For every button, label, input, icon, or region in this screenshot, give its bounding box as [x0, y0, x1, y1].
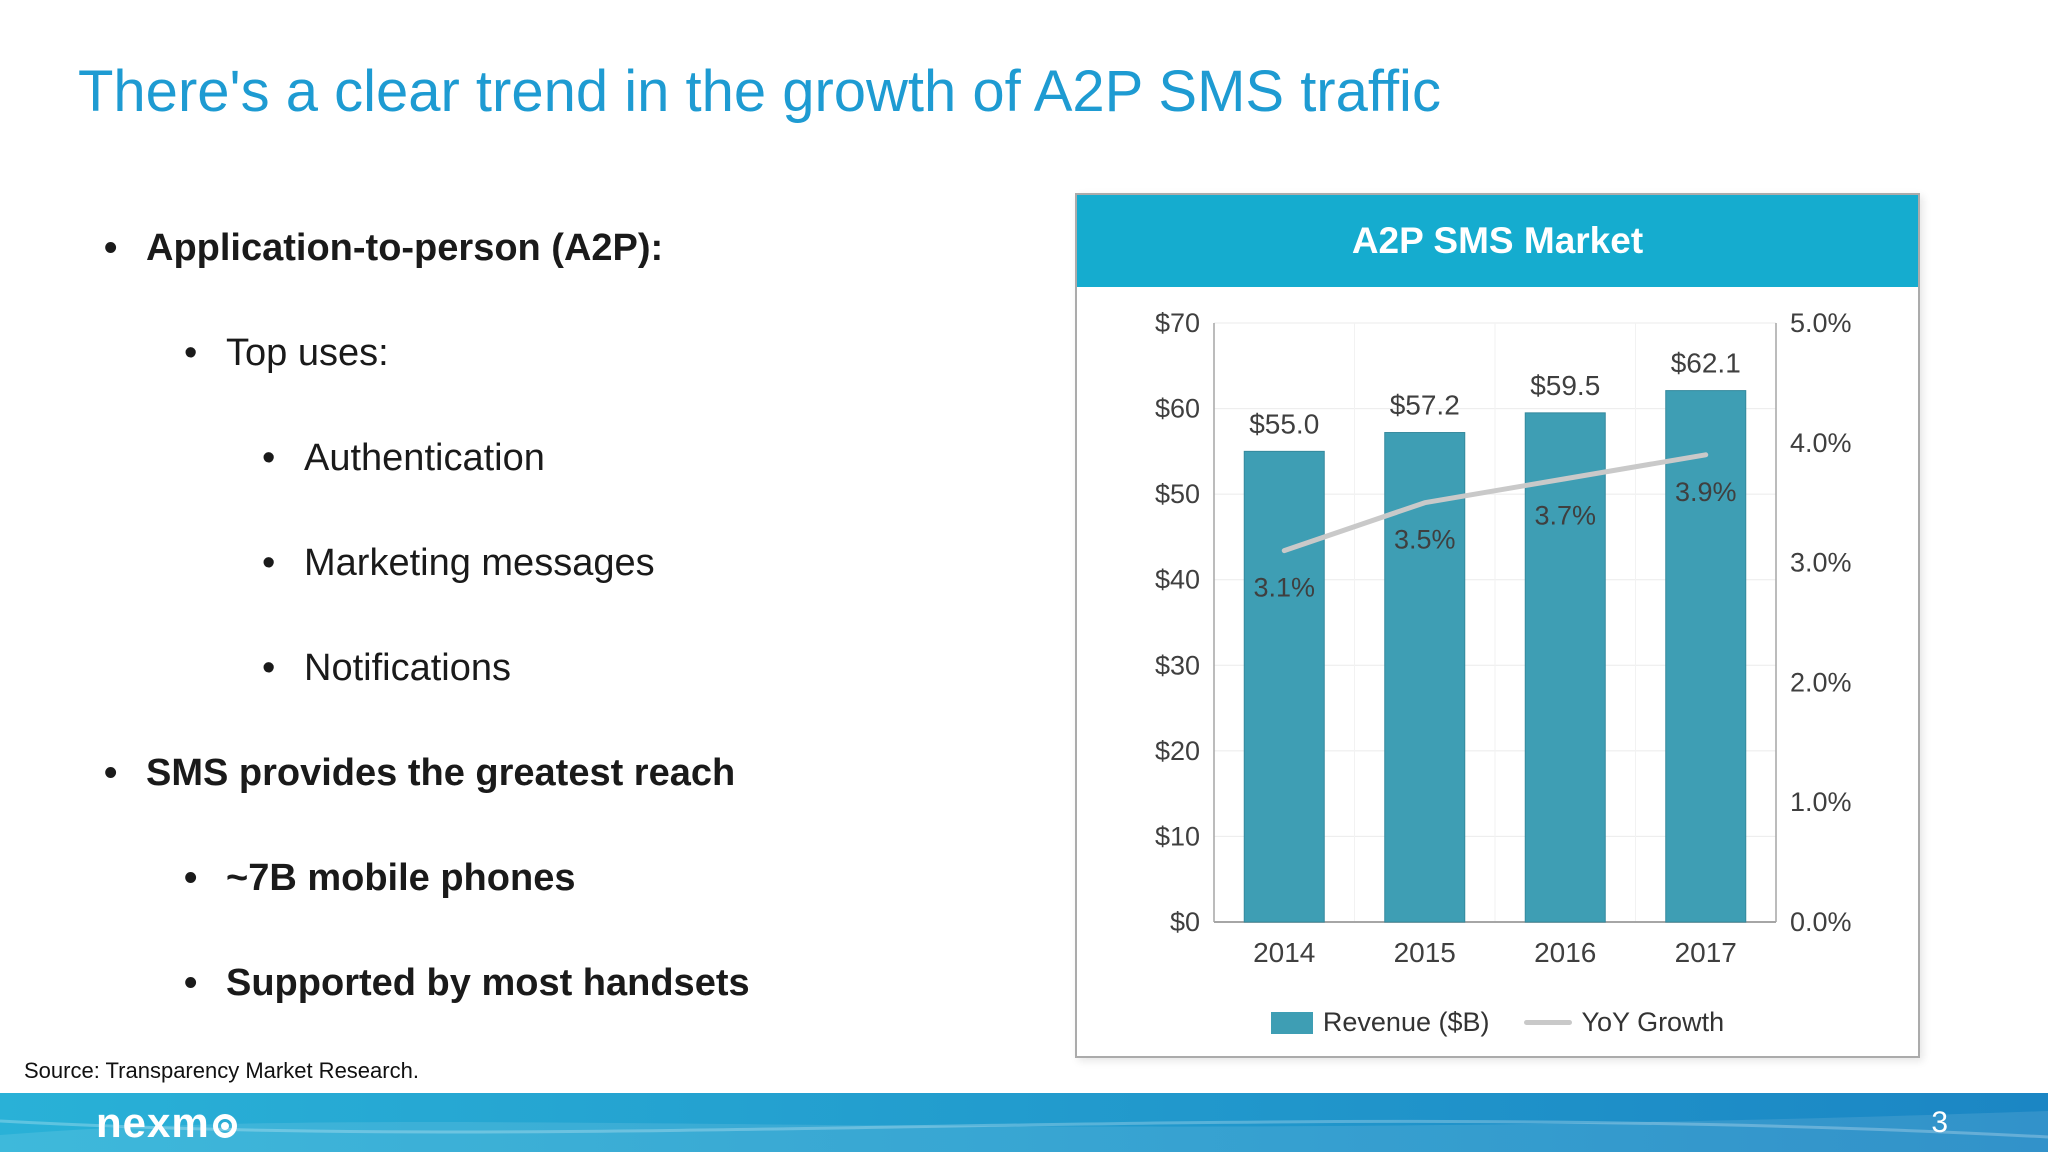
svg-text:$62.1: $62.1	[1671, 348, 1741, 379]
yoy-line-swatch-icon	[1523, 1020, 1572, 1025]
svg-text:3.5%: 3.5%	[1394, 525, 1456, 555]
footer-bar: nexm 3	[0, 1093, 2048, 1152]
bullet-text: ~7B mobile phones	[226, 857, 576, 899]
source-note: Source: Transparency Market Research.	[24, 1058, 419, 1083]
bullet-list: • Application-to-person (A2P): • Top use…	[104, 226, 1024, 1066]
bullet-text: Notifications	[304, 647, 511, 689]
svg-text:4.0%: 4.0%	[1790, 428, 1852, 458]
bullet-text: Authentication	[304, 437, 545, 479]
slide-title: There's a clear trend in the growth of A…	[78, 59, 1441, 124]
a2p-sms-market-chart: $0 $10 $20 $30 $40 $50 $60 $70 0.0% 1.0% 2.0% 3.0% 4…	[1155, 308, 1852, 968]
bullet-glyph: •	[184, 962, 198, 1004]
svg-text:2016: 2016	[1534, 937, 1596, 968]
svg-text:0.0%: 0.0%	[1790, 907, 1852, 937]
bullet-text: Top uses:	[226, 332, 389, 374]
bullet-glyph: •	[184, 332, 198, 374]
svg-text:$20: $20	[1155, 736, 1200, 766]
bullet-item: • Supported by most handsets	[104, 961, 1024, 1005]
chart-panel: A2P SMS Market $0 $10 $20 $30 $40 $50 $60 $70 0.…	[1075, 193, 1920, 1058]
nexmo-logo-o-icon	[212, 1113, 237, 1138]
bullet-item: • Application-to-person (A2P):	[104, 226, 1024, 270]
svg-text:2014: 2014	[1253, 937, 1315, 968]
bullet-item: • Authentication	[104, 436, 1024, 480]
chart-header: A2P SMS Market	[1077, 195, 1918, 287]
svg-text:$10: $10	[1155, 821, 1200, 851]
bullet-text: Marketing messages	[304, 542, 655, 584]
bullet-glyph: •	[104, 227, 118, 269]
svg-text:$30: $30	[1155, 650, 1200, 680]
bullet-item: • Marketing messages	[104, 541, 1024, 585]
chart-legend: Revenue ($B) YoY Growth	[1077, 1007, 1918, 1038]
legend-yoy-label: YoY Growth	[1581, 1007, 1725, 1037]
bullet-text: SMS provides the greatest reach	[146, 752, 736, 794]
svg-text:$50: $50	[1155, 479, 1200, 509]
svg-text:$55.0: $55.0	[1249, 408, 1319, 439]
legend-revenue-label: Revenue ($B)	[1322, 1007, 1490, 1037]
svg-text:2017: 2017	[1675, 937, 1737, 968]
bullet-glyph: •	[104, 752, 118, 794]
legend-item-revenue: Revenue ($B)	[1270, 1007, 1490, 1038]
bullet-glyph: •	[262, 437, 276, 479]
chart-title: A2P SMS Market	[1351, 220, 1644, 261]
revenue-bar-swatch-icon	[1270, 1011, 1313, 1034]
bullet-glyph: •	[184, 857, 198, 899]
bullet-glyph: •	[262, 542, 276, 584]
svg-text:$60: $60	[1155, 394, 1200, 424]
legend-item-yoy: YoY Growth	[1523, 1007, 1725, 1038]
svg-text:$70: $70	[1155, 308, 1200, 338]
bullet-item: • SMS provides the greatest reach	[104, 751, 1024, 795]
svg-text:5.0%: 5.0%	[1790, 308, 1852, 338]
bullet-text: Application-to-person (A2P):	[146, 227, 664, 269]
svg-text:3.0%: 3.0%	[1790, 548, 1852, 578]
svg-text:$57.2: $57.2	[1390, 390, 1460, 421]
bullet-text: Supported by most handsets	[226, 962, 750, 1004]
page-number: 3	[1931, 1105, 1948, 1139]
bullet-item: • Notifications	[104, 646, 1024, 690]
svg-text:$40: $40	[1155, 565, 1200, 595]
svg-text:$0: $0	[1170, 907, 1200, 937]
svg-text:3.9%: 3.9%	[1675, 477, 1737, 507]
bullet-item: • Top uses:	[104, 331, 1024, 375]
svg-text:3.1%: 3.1%	[1253, 573, 1315, 603]
bullet-item: • ~7B mobile phones	[104, 856, 1024, 900]
svg-text:$59.5: $59.5	[1530, 370, 1600, 401]
footer-wave-decoration	[0, 1111, 2048, 1152]
bullet-glyph: •	[262, 647, 276, 689]
chart-body: $0 $10 $20 $30 $40 $50 $60 $70 0.0% 1.0% 2.0% 3.0% 4…	[1077, 287, 1918, 1056]
svg-text:2.0%: 2.0%	[1790, 667, 1852, 697]
svg-text:2015: 2015	[1394, 937, 1456, 968]
svg-text:1.0%: 1.0%	[1790, 787, 1852, 817]
nexmo-logo: nexm	[96, 1099, 237, 1147]
svg-text:3.7%: 3.7%	[1534, 501, 1596, 531]
